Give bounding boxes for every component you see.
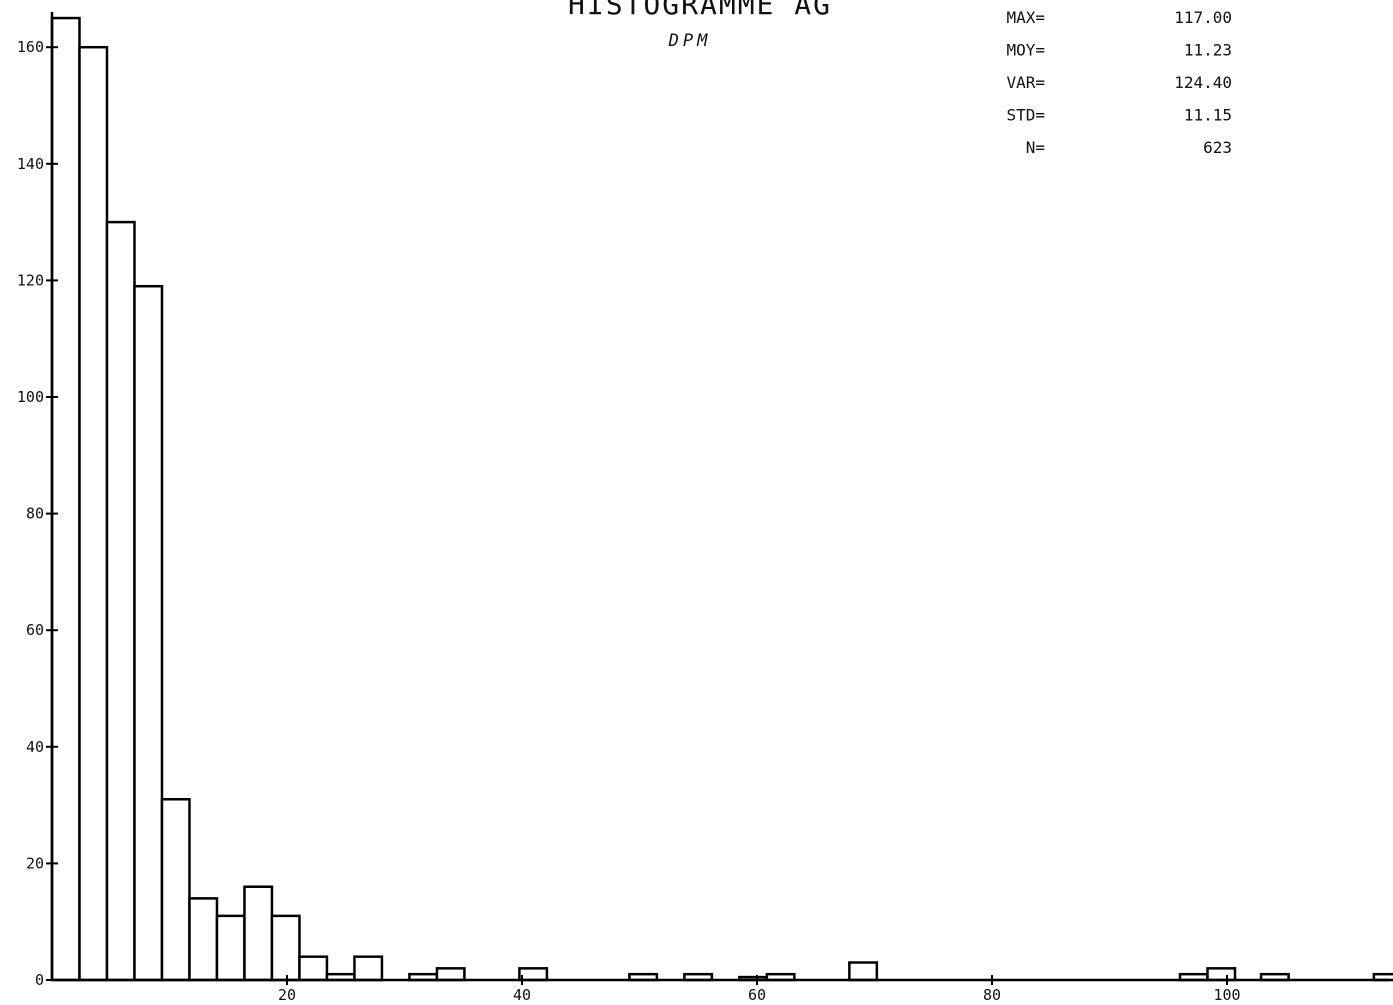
x-tick-label: 20 <box>278 986 296 1004</box>
stat-name: VAR= <box>1006 73 1045 92</box>
stat-value: 11.23 <box>1184 41 1232 60</box>
y-tick-label: 20 <box>26 854 44 872</box>
y-tick-label: 40 <box>26 738 44 756</box>
y-tick-label: 60 <box>26 621 44 639</box>
histogram-bar <box>435 967 466 982</box>
bars-group <box>50 16 1393 982</box>
histogram-bar <box>188 897 219 982</box>
histogram-bar <box>848 961 879 982</box>
stat-name: N= <box>1026 138 1045 157</box>
stat-value: 11.15 <box>1184 106 1232 125</box>
stat-value: 623 <box>1203 138 1232 157</box>
histogram-bar <box>215 914 246 982</box>
x-tick-label: 40 <box>513 986 531 1004</box>
stat-name: STD= <box>1006 106 1045 125</box>
histogram-bar <box>298 955 329 982</box>
histogram-bar <box>133 284 164 982</box>
y-tick-label: 100 <box>17 388 44 406</box>
y-tick-label: 120 <box>17 271 44 289</box>
y-tick-label: 140 <box>17 155 44 173</box>
x-tick-label: 100 <box>1213 986 1240 1004</box>
stat-name: MAX= <box>1006 8 1045 27</box>
histogram-bar <box>353 955 384 982</box>
histogram-bar <box>1206 967 1237 982</box>
chart-subtitle: DPM <box>668 31 712 51</box>
histogram-bar <box>78 45 109 982</box>
histogram-bar <box>105 220 136 982</box>
x-tick-label: 60 <box>748 986 766 1004</box>
histogram-bar <box>160 798 191 982</box>
x-tick-label: 80 <box>983 986 1001 1004</box>
histogram-bar <box>50 16 81 982</box>
stat-name: MOY= <box>1006 41 1045 60</box>
y-tick-label: 160 <box>17 38 44 56</box>
histogram-bar <box>243 885 274 982</box>
stat-value: 124.40 <box>1174 73 1232 92</box>
y-tick-label: 80 <box>26 505 44 523</box>
histogram-bar <box>518 967 549 982</box>
axes-group: 0 20 40 60 80 100 120 140 160 20 40 60 80 100 <box>17 12 1390 1004</box>
y-tick-label: 0 <box>35 971 44 989</box>
chart-title: HISTOGRAMME AG <box>568 0 832 21</box>
histogram-bar <box>270 914 301 982</box>
stat-value: 117.00 <box>1174 8 1232 27</box>
statistics-panel: MAX= 117.00 MOY= 11.23 VAR= 124.40 STD= 11.15 N=… <box>1006 8 1232 157</box>
